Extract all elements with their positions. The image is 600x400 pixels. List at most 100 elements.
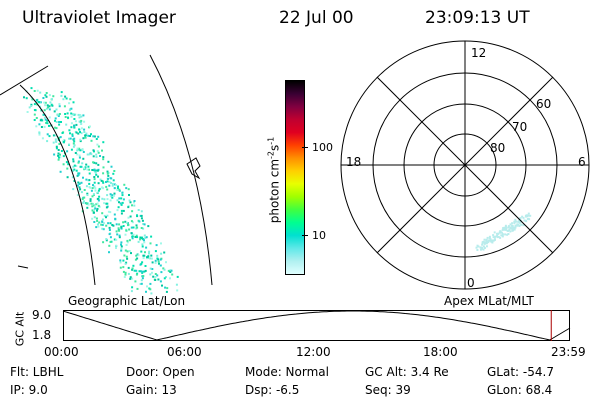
- emission-dot: [105, 238, 108, 241]
- emission-dot: [78, 183, 81, 185]
- polar-emission-dot: [513, 228, 516, 231]
- colorbar: [285, 80, 305, 275]
- emission-dot: [93, 216, 96, 219]
- polar-emission-dot: [504, 226, 507, 228]
- emission-dot: [109, 193, 112, 196]
- polar-emission-dot: [483, 242, 486, 245]
- emission-dot: [156, 257, 159, 260]
- info-seq: Seq: 39: [365, 383, 411, 397]
- emission-dot: [53, 153, 56, 156]
- emission-dot: [75, 123, 78, 126]
- polar-emission-dot: [516, 223, 519, 226]
- emission-dot: [30, 103, 33, 106]
- emission-dot: [40, 126, 43, 128]
- polar-emission-dot: [514, 218, 517, 221]
- polar-emission-dot: [500, 234, 503, 237]
- emission-dot: [92, 155, 95, 158]
- polar-emission-dot: [504, 224, 507, 227]
- emission-dot: [31, 98, 34, 101]
- emission-dot: [131, 210, 134, 213]
- emission-dot: [44, 104, 47, 107]
- emission-dot: [140, 250, 143, 253]
- info-gain: Gain: 13: [126, 383, 177, 397]
- emission-dot: [46, 119, 49, 122]
- emission-dot: [39, 105, 42, 108]
- emission-dot: [87, 165, 90, 168]
- emission-dot: [138, 270, 141, 273]
- emission-dot: [91, 187, 94, 190]
- emission-dot: [54, 119, 56, 122]
- emission-dot: [93, 150, 95, 153]
- latitude-line: [19, 84, 96, 286]
- emission-dot: [71, 176, 74, 179]
- emission-dot: [102, 158, 105, 161]
- emission-dot: [55, 108, 58, 111]
- emission-dot: [79, 122, 82, 125]
- emission-dot: [93, 205, 96, 208]
- unit-text: photon cm: [267, 158, 282, 224]
- polar-emission-dot: [499, 230, 502, 233]
- apex-panel-label: Apex MLat/MLT: [444, 294, 534, 308]
- emission-dot: [123, 183, 126, 186]
- emission-dot: [111, 194, 114, 197]
- emission-dot: [72, 169, 75, 172]
- emission-dot: [69, 98, 72, 101]
- emission-dot: [101, 149, 103, 152]
- emission-dot: [58, 121, 61, 123]
- emission-dot: [120, 241, 123, 244]
- emission-dot: [122, 209, 125, 212]
- emission-dot: [131, 286, 134, 289]
- emission-dot: [112, 172, 115, 175]
- emission-dot: [79, 188, 82, 191]
- emission-dot: [128, 199, 131, 202]
- emission-dot: [88, 182, 91, 185]
- emission-dot: [70, 115, 73, 118]
- emission-dot: [140, 227, 143, 229]
- polar-emission-dot: [515, 220, 518, 223]
- emission-dot: [101, 212, 104, 215]
- emission-dot: [81, 148, 84, 151]
- polar-emission-dot: [514, 224, 517, 227]
- emission-dot: [169, 277, 171, 280]
- longitude-line: [149, 54, 213, 286]
- emission-dot: [64, 113, 67, 115]
- colorbar-gradient: [286, 81, 304, 274]
- emission-dot: [57, 158, 60, 161]
- emission-dot: [167, 269, 170, 272]
- geographic-image-panel: [0, 54, 213, 295]
- polar-emission-dot: [493, 231, 496, 234]
- emission-dot: [161, 284, 163, 287]
- emission-dot: [125, 221, 128, 224]
- emission-dot: [108, 226, 111, 229]
- emission-dot: [68, 102, 71, 105]
- emission-dot: [102, 156, 105, 159]
- emission-dot: [76, 149, 79, 152]
- emission-dot: [105, 216, 107, 219]
- emission-dot: [154, 259, 157, 262]
- polar-emission-dot: [512, 228, 515, 231]
- emission-dot: [93, 161, 96, 164]
- emission-dot: [129, 201, 132, 204]
- emission-dot: [154, 261, 157, 264]
- map-edge: [17, 265, 29, 269]
- polar-emission-dot: [490, 240, 493, 243]
- emission-dot: [55, 147, 58, 150]
- emission-dot: [126, 239, 129, 242]
- emission-dot: [82, 114, 85, 117]
- emission-dot: [138, 220, 141, 223]
- polar-emission-dot: [487, 239, 490, 242]
- emission-dot: [140, 282, 143, 285]
- info-glat: GLat: -54.7: [487, 365, 554, 379]
- emission-dot: [137, 240, 140, 243]
- mlt-label-18: 18: [346, 155, 362, 169]
- emission-dot: [73, 137, 76, 140]
- emission-dot: [95, 138, 98, 140]
- emission-dot: [38, 133, 41, 136]
- emission-dot: [124, 271, 127, 274]
- emission-dot: [132, 226, 135, 229]
- polar-emission-dot: [513, 222, 516, 225]
- emission-dot: [163, 251, 166, 254]
- emission-dot: [92, 211, 95, 214]
- polar-emission-dot: [483, 238, 486, 241]
- emission-dot: [99, 155, 101, 157]
